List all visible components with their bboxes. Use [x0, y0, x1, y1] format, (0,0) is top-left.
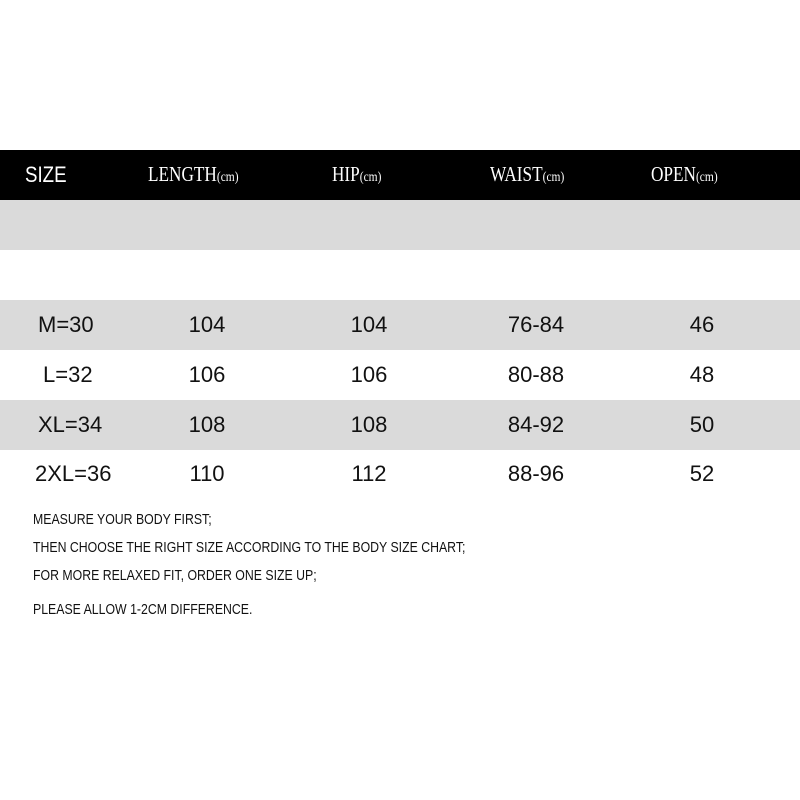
- note-line: MEASURE YOUR BODY FIRST;: [33, 511, 212, 528]
- cell-size: M=30: [38, 312, 94, 337]
- cell-hip: 104: [350, 312, 388, 337]
- row-stripe: [0, 400, 800, 450]
- cell-length: 104: [188, 312, 226, 337]
- cell-length: 106: [188, 362, 226, 387]
- cell-size: 2XL=36: [35, 461, 112, 486]
- cell-length: 108: [188, 412, 226, 437]
- note-line: FOR MORE RELAXED FIT, ORDER ONE SIZE UP;: [33, 567, 317, 584]
- cell-size: XL=34: [38, 412, 103, 437]
- header-unit: (cm): [216, 170, 239, 185]
- cell-waist: 80-88: [507, 362, 565, 387]
- header-label: LENGTH: [148, 162, 217, 186]
- header-label: OPEN: [651, 162, 696, 186]
- cell-waist: 76-84: [507, 312, 565, 337]
- cell-open: 52: [689, 461, 715, 486]
- header-waist: WAIST(cm): [490, 162, 564, 187]
- header-size: SIZE: [25, 162, 67, 187]
- header-unit: (cm): [359, 170, 382, 185]
- cell-open: 50: [689, 412, 715, 437]
- cell-hip: 108: [350, 412, 388, 437]
- header-hip: HIP(cm): [332, 162, 381, 187]
- note-line: PLEASE ALLOW 1-2CM DIFFERENCE.: [33, 601, 253, 618]
- cell-length: 110: [189, 461, 225, 486]
- header-unit: (cm): [542, 170, 565, 185]
- cell-hip: 112: [351, 461, 387, 486]
- header-open: OPEN(cm): [651, 162, 718, 187]
- cell-hip: 106: [350, 362, 388, 387]
- header-label: HIP: [332, 162, 360, 186]
- cell-open: 48: [689, 362, 715, 387]
- header-unit: (cm): [695, 170, 718, 185]
- cell-waist: 88-96: [507, 461, 565, 486]
- cell-waist: 84-92: [507, 412, 565, 437]
- row-stripe: [0, 300, 800, 350]
- table-header: [0, 150, 800, 200]
- cell-open: 46: [689, 312, 715, 337]
- header-label: WAIST: [490, 162, 543, 186]
- header-length: LENGTH(cm): [148, 162, 239, 187]
- empty-stripe: [0, 200, 800, 250]
- note-line: THEN CHOOSE THE RIGHT SIZE ACCORDING TO …: [33, 539, 466, 556]
- cell-size: L=32: [43, 362, 93, 387]
